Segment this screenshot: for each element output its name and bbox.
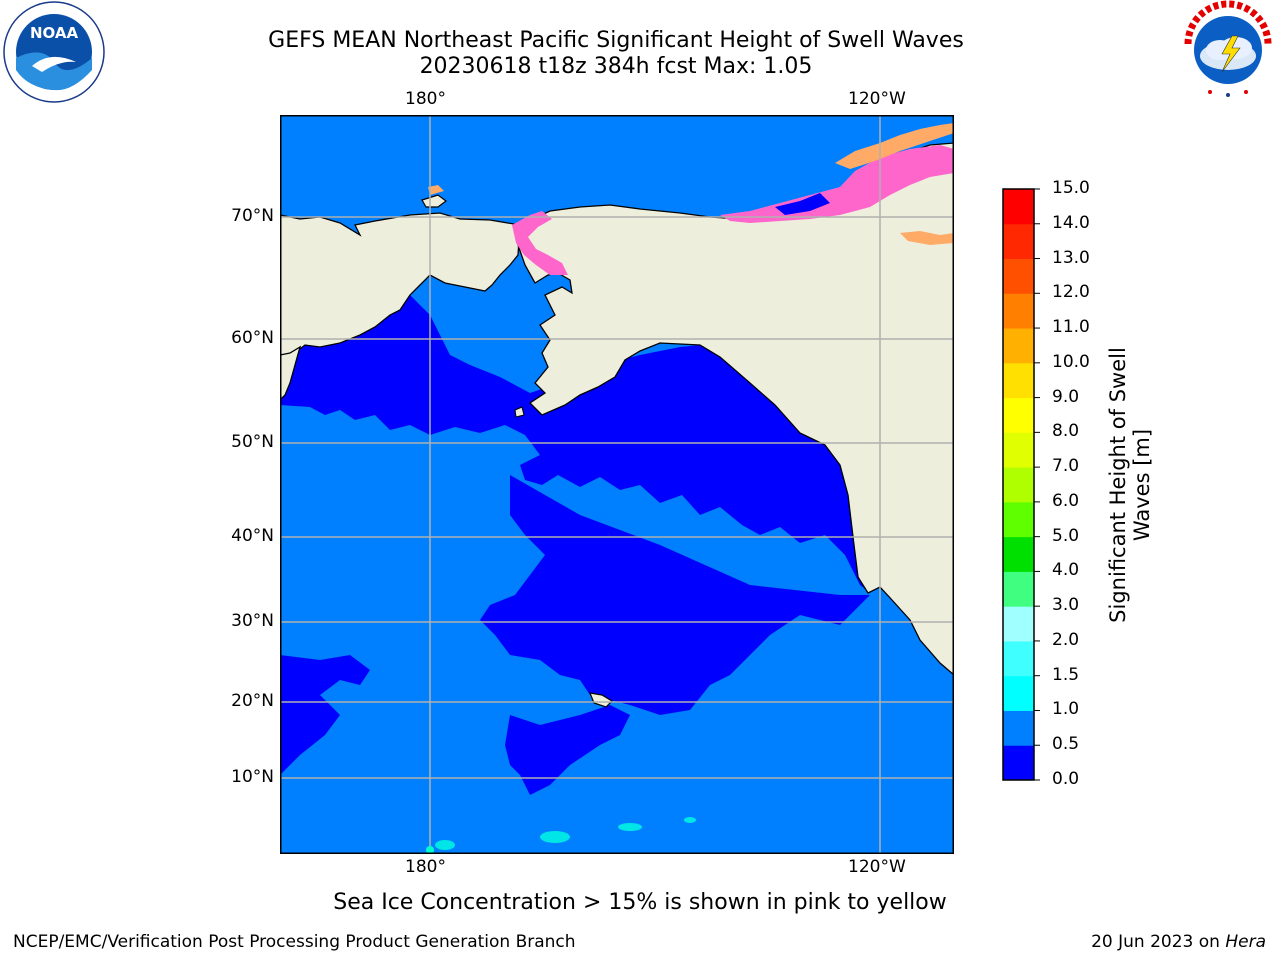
- swell-height-map: [280, 115, 954, 854]
- colorbar-cell: [1003, 328, 1034, 364]
- colorbar-tick-label: 13.0: [1052, 247, 1090, 268]
- colorbar-tick-label: 5.0: [1052, 525, 1080, 546]
- colorbar-tick-label: 11.0: [1052, 317, 1090, 338]
- colorbar-tick-label: 9.0: [1052, 386, 1080, 407]
- chart-subtitle: 20230618 t18z 384h fcst Max: 1.05: [419, 54, 813, 79]
- chart-title: GEFS MEAN Northeast Pacific Significant …: [268, 28, 964, 53]
- nws-logo: [1176, 0, 1280, 108]
- colorbar-tick-label: 2.0: [1052, 629, 1080, 650]
- colorbar-cell: [1003, 397, 1034, 433]
- colorbar-tick-label: 14.0: [1052, 212, 1090, 233]
- noaa-logo-text: NOAA: [30, 24, 79, 42]
- colorbar-cell: [1003, 223, 1034, 260]
- sea-ice-edge-orange-1: [835, 123, 954, 169]
- ocean-low-swell-hawaii: [505, 705, 630, 795]
- colorbar: [1002, 188, 1040, 781]
- lon-label-bottom-120w: 120°W: [848, 857, 906, 877]
- colorbar-tick-label: 3.0: [1052, 595, 1080, 616]
- colorbar-tick-label: 15.0: [1052, 178, 1090, 198]
- colorbar-cell: [1003, 501, 1034, 538]
- sea-ice-chukchi: [512, 211, 568, 275]
- colorbar-cell: [1003, 467, 1034, 503]
- colorbar-cell: [1003, 293, 1034, 329]
- colorbar-tick-label: 12.0: [1052, 282, 1090, 303]
- lat-label-50n: 50°N: [231, 432, 274, 452]
- colorbar-tick-label: 7.0: [1052, 456, 1080, 477]
- colorbar-tick-label: 8.0: [1052, 421, 1080, 442]
- colorbar-cell: [1003, 258, 1034, 294]
- lat-label-60n: 60°N: [231, 328, 274, 348]
- land-siberia: [280, 212, 521, 361]
- colorbar-cell: [1003, 571, 1034, 607]
- noaa-logo: NOAA: [2, 0, 106, 108]
- colorbar-title-line2: Waves [m]: [1130, 428, 1154, 542]
- footer-host: Hera: [1225, 932, 1266, 952]
- lon-180-marker: [426, 846, 434, 854]
- lat-label-20n: 20°N: [231, 691, 274, 711]
- map-frame: [280, 115, 954, 854]
- colorbar-cell: [1003, 675, 1034, 711]
- colorbar-cell: [1003, 640, 1034, 677]
- colorbar-cell: [1003, 606, 1034, 642]
- colorbar-title: Significant Height of Swell Waves [m]: [1106, 305, 1154, 665]
- ocean-low-swell-west: [280, 655, 370, 775]
- ocean-high-swell-patch-4: [684, 817, 696, 823]
- sea-ice-beaufort-core: [775, 193, 830, 215]
- colorbar-tick-label: 0.5: [1052, 734, 1080, 755]
- colorbar-tick-label: 1.0: [1052, 699, 1080, 720]
- ocean-high-swell-patch-2: [540, 831, 570, 843]
- sea-ice-beaufort: [720, 145, 954, 223]
- colorbar-frame: [1002, 188, 1035, 781]
- colorbar-cell: [1003, 745, 1034, 781]
- lat-label-30n: 30°N: [231, 611, 274, 631]
- colorbar-tick-label: 10.0: [1052, 351, 1090, 372]
- lon-label-top-180: 180°: [405, 89, 446, 109]
- ocean-high-swell-patch-1: [618, 823, 642, 831]
- footer-credit: NCEP/EMC/Verification Post Processing Pr…: [13, 932, 576, 952]
- sea-ice-caption: Sea Ice Concentration > 15% is shown in …: [333, 890, 947, 915]
- colorbar-tick-label: 1.5: [1052, 664, 1080, 685]
- colorbar-cell: [1003, 189, 1034, 225]
- lat-label-40n: 40°N: [231, 526, 274, 546]
- ocean-low-swell-central: [480, 475, 870, 715]
- colorbar-cell: [1003, 362, 1034, 399]
- lon-label-top-120w: 120°W: [848, 89, 906, 109]
- land-wrangel-island: [421, 194, 447, 208]
- colorbar-cell: [1003, 432, 1034, 468]
- colorbar-tick-label: 4.0: [1052, 560, 1080, 581]
- sea-ice-edge-orange-2: [428, 185, 444, 195]
- sea-ice-edge-orange-3: [900, 231, 954, 245]
- colorbar-tick-label: 0.0: [1052, 769, 1080, 789]
- land-pribilof: [514, 406, 525, 418]
- footer-date: 20 Jun 2023 on: [1091, 932, 1226, 952]
- ocean-high-swell-patch-3: [435, 840, 455, 850]
- lon-label-bottom-180: 180°: [405, 857, 446, 877]
- colorbar-cell: [1003, 536, 1034, 572]
- colorbar-tick-label: 6.0: [1052, 490, 1080, 511]
- lat-label-10n: 10°N: [231, 767, 274, 787]
- colorbar-title-line1: Significant Height of Swell: [1106, 347, 1130, 623]
- footer-timestamp: 20 Jun 2023 on Hera: [1091, 932, 1266, 952]
- lat-label-70n: 70°N: [231, 206, 274, 226]
- colorbar-cell: [1003, 710, 1034, 746]
- graticule: [280, 115, 954, 854]
